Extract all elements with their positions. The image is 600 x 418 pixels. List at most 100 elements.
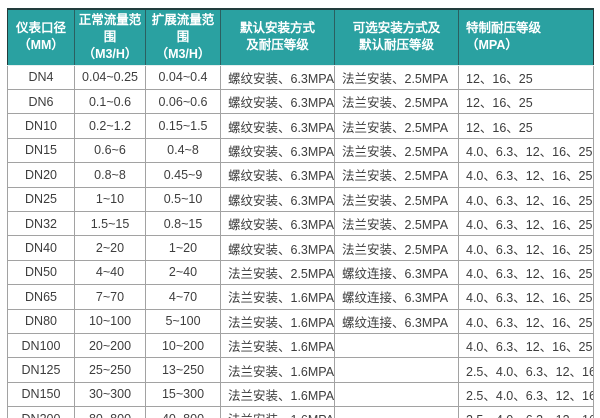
default-install-cell: 螺纹安装、6.3MPA [220, 186, 335, 212]
diameter-cell: DN32 [7, 210, 75, 237]
table-row: DN32 1.5~15 0.8~15 螺纹安装、6.3MPA 法兰安装、2.5M… [7, 210, 594, 237]
extended-flow-cell: 0.45~9 [145, 162, 221, 188]
optional-install-cell: 螺纹连接、6.3MPA [334, 308, 459, 334]
col-header-line2: （M3/H） [155, 46, 211, 61]
default-install-cell: 螺纹安装、6.3MPA [220, 64, 335, 91]
col-header-optional-install: 可选安装方式及 默认耐压等级 [334, 7, 459, 66]
diameter-cell: DN40 [7, 235, 75, 261]
optional-install-cell [334, 381, 459, 408]
extended-flow-cell: 10~200 [145, 332, 221, 359]
optional-install-cell [334, 357, 459, 383]
default-install-cell: 法兰安装、1.6MPA [220, 381, 335, 408]
normal-flow-cell: 80~800 [74, 406, 146, 418]
optional-install-cell [334, 406, 459, 418]
extended-flow-cell: 0.15~1.5 [145, 113, 221, 139]
normal-flow-cell: 1.5~15 [74, 210, 146, 237]
special-pressure-cell: 4.0、6.3、12、16、25 [458, 137, 594, 164]
normal-flow-cell: 20~200 [74, 332, 146, 359]
special-pressure-cell: 4.0、6.3、12、16、25 [458, 332, 594, 359]
table-row: DN80 10~100 5~100 法兰安装、1.6MPA 螺纹连接、6.3MP… [7, 308, 594, 334]
optional-install-cell [334, 332, 459, 359]
diameter-cell: DN150 [7, 381, 75, 408]
optional-install-cell: 法兰安装、2.5MPA [334, 113, 459, 139]
special-pressure-cell: 4.0、6.3、12、16、25 [458, 308, 594, 334]
normal-flow-cell: 0.1~0.6 [74, 89, 146, 115]
optional-install-cell: 法兰安装、2.5MPA [334, 186, 459, 212]
col-header-line1: 可选安装方式及 [352, 21, 441, 36]
default-install-cell: 法兰安装、2.5MPA [220, 259, 335, 286]
col-header-line1: 默认安装方式 [239, 21, 315, 36]
optional-install-cell: 法兰安装、2.5MPA [334, 162, 459, 188]
normal-flow-cell: 0.6~6 [74, 137, 146, 164]
col-header-diameter: 仪表口径 （MM） [7, 7, 75, 66]
col-header-special-pressure: 特制耐压等级 （MPA） [458, 7, 594, 66]
special-pressure-cell: 12、16、25 [458, 113, 594, 139]
special-pressure-cell: 4.0、6.3、12、16、25 [458, 210, 594, 237]
special-pressure-cell: 2.5、4.0、6.3、12、16 [458, 357, 594, 383]
diameter-cell: DN100 [7, 332, 75, 359]
default-install-cell: 螺纹安装、6.3MPA [220, 113, 335, 139]
extended-flow-cell: 0.4~8 [145, 137, 221, 164]
table-row: DN40 2~20 1~20 螺纹安装、6.3MPA 法兰安装、2.5MPA 4… [7, 235, 594, 261]
col-header-line1: 正常流量范围 [78, 13, 142, 44]
default-install-cell: 螺纹安装、6.3MPA [220, 235, 335, 261]
special-pressure-cell: 2.5、4.0、6.3、12、16 [458, 406, 594, 418]
extended-flow-cell: 0.5~10 [145, 186, 221, 212]
optional-install-cell: 螺纹连接、6.3MPA [334, 259, 459, 286]
extended-flow-cell: 5~100 [145, 308, 221, 334]
col-header-line2: 默认耐压等级 [358, 38, 434, 53]
optional-install-cell: 法兰安装、2.5MPA [334, 210, 459, 237]
normal-flow-cell: 0.04~0.25 [74, 64, 146, 91]
flow-meter-spec-table: 仪表口径 （MM） 正常流量范围 （M3/H） 扩展流量范围 （M3/H） 默认… [7, 7, 594, 418]
table-row: DN6 0.1~0.6 0.06~0.6 螺纹安装、6.3MPA 法兰安装、2.… [7, 89, 594, 115]
diameter-cell: DN125 [7, 357, 75, 383]
diameter-cell: DN20 [7, 162, 75, 188]
special-pressure-cell: 4.0、6.3、12、16、25 [458, 162, 594, 188]
table-row: DN50 4~40 2~40 法兰安装、2.5MPA 螺纹连接、6.3MPA 4… [7, 259, 594, 286]
extended-flow-cell: 4~70 [145, 284, 221, 310]
default-install-cell: 法兰安装、1.6MPA [220, 308, 335, 334]
diameter-cell: DN15 [7, 137, 75, 164]
special-pressure-cell: 4.0、6.3、12、16、25 [458, 284, 594, 310]
col-header-line2: 及耐压等级 [246, 38, 309, 53]
special-pressure-cell: 2.5、4.0、6.3、12、16 [458, 381, 594, 408]
diameter-cell: DN25 [7, 186, 75, 212]
extended-flow-cell: 15~300 [145, 381, 221, 408]
normal-flow-cell: 7~70 [74, 284, 146, 310]
table-row: DN100 20~200 10~200 法兰安装、1.6MPA 4.0、6.3、… [7, 332, 594, 359]
col-header-line2: （MM） [18, 38, 64, 53]
special-pressure-cell: 4.0、6.3、12、16、25 [458, 186, 594, 212]
normal-flow-cell: 1~10 [74, 186, 146, 212]
table-row: DN4 0.04~0.25 0.04~0.4 螺纹安装、6.3MPA 法兰安装、… [7, 64, 594, 91]
table-row: DN25 1~10 0.5~10 螺纹安装、6.3MPA 法兰安装、2.5MPA… [7, 186, 594, 212]
special-pressure-cell: 12、16、25 [458, 64, 594, 91]
col-header-line2: （MPA） [466, 38, 518, 53]
normal-flow-cell: 25~250 [74, 357, 146, 383]
diameter-cell: DN6 [7, 89, 75, 115]
col-header-default-install: 默认安装方式 及耐压等级 [220, 7, 335, 66]
diameter-cell: DN4 [7, 64, 75, 91]
default-install-cell: 法兰安装、1.6MPA [220, 406, 335, 418]
optional-install-cell: 法兰安装、2.5MPA [334, 137, 459, 164]
normal-flow-cell: 4~40 [74, 259, 146, 286]
table-header: 仪表口径 （MM） 正常流量范围 （M3/H） 扩展流量范围 （M3/H） 默认… [7, 7, 594, 66]
col-header-line1: 特制耐压等级 [466, 21, 542, 36]
table-row: DN125 25~250 13~250 法兰安装、1.6MPA 2.5、4.0、… [7, 357, 594, 383]
special-pressure-cell: 4.0、6.3、12、16、25 [458, 259, 594, 286]
optional-install-cell: 法兰安装、2.5MPA [334, 64, 459, 91]
default-install-cell: 螺纹安装、6.3MPA [220, 210, 335, 237]
table-row: DN150 30~300 15~300 法兰安装、1.6MPA 2.5、4.0、… [7, 381, 594, 408]
default-install-cell: 法兰安装、1.6MPA [220, 332, 335, 359]
normal-flow-cell: 10~100 [74, 308, 146, 334]
table-row: DN65 7~70 4~70 法兰安装、1.6MPA 螺纹连接、6.3MPA 4… [7, 284, 594, 310]
default-install-cell: 法兰安装、1.6MPA [220, 284, 335, 310]
extended-flow-cell: 0.06~0.6 [145, 89, 221, 115]
default-install-cell: 法兰安装、1.6MPA [220, 357, 335, 383]
extended-flow-cell: 40~800 [145, 406, 221, 418]
table-row: DN10 0.2~1.2 0.15~1.5 螺纹安装、6.3MPA 法兰安装、2… [7, 113, 594, 139]
normal-flow-cell: 0.8~8 [74, 162, 146, 188]
default-install-cell: 螺纹安装、6.3MPA [220, 137, 335, 164]
header-row: 仪表口径 （MM） 正常流量范围 （M3/H） 扩展流量范围 （M3/H） 默认… [7, 7, 594, 66]
extended-flow-cell: 0.8~15 [145, 210, 221, 237]
